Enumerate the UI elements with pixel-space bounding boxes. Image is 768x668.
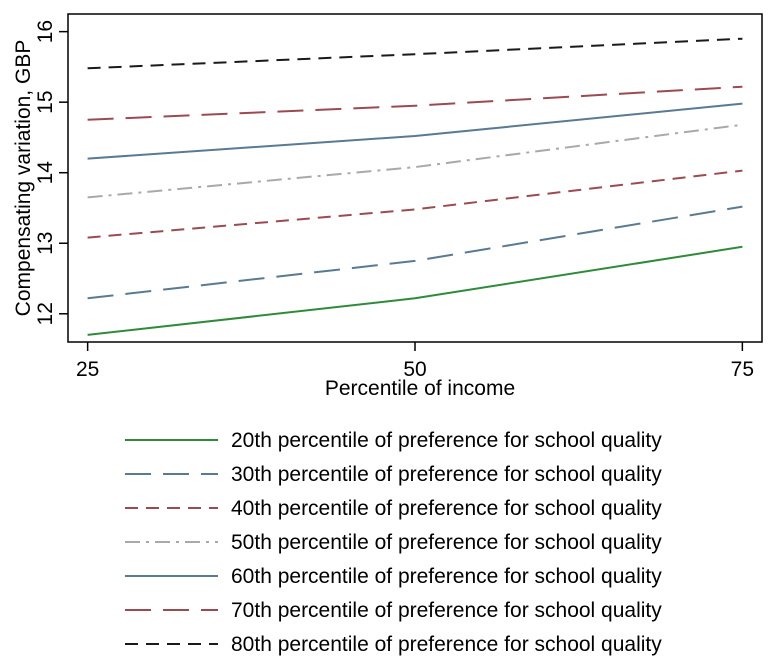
legend-label-6: 70th percentile of preference for school…	[231, 599, 662, 622]
plot-frame	[68, 14, 762, 342]
series-line-2	[88, 207, 743, 299]
y-tick-label: 16	[34, 20, 57, 43]
y-axis-title: Compensating variation, GBP	[12, 40, 35, 317]
legend-label-5: 60th percentile of preference for school…	[231, 565, 662, 588]
legend-label-2: 30th percentile of preference for school…	[231, 463, 662, 486]
series-line-3	[88, 171, 743, 238]
x-tick-label: 75	[731, 358, 754, 381]
y-tick-label: 13	[34, 232, 57, 255]
y-tick-label: 15	[34, 90, 57, 113]
legend-label-1: 20th percentile of preference for school…	[231, 429, 662, 452]
legend: 20th percentile of preference for school…	[125, 429, 662, 656]
x-tick-label: 25	[76, 358, 99, 381]
y-tick-label: 14	[34, 161, 57, 185]
series-line-6	[88, 87, 743, 120]
y-tick-label: 12	[34, 302, 57, 325]
x-axis: 25 50 75	[76, 342, 754, 381]
legend-label-3: 40th percentile of preference for school…	[231, 497, 662, 520]
y-axis: 12 13 14 15 16	[34, 20, 68, 326]
x-axis-title: Percentile of income	[325, 377, 515, 400]
series-line-5	[88, 104, 743, 159]
series-line-7	[88, 39, 743, 69]
series-layer	[88, 39, 743, 335]
legend-label-4: 50th percentile of preference for school…	[231, 531, 662, 554]
legend-label-7: 80th percentile of preference for school…	[231, 633, 662, 656]
